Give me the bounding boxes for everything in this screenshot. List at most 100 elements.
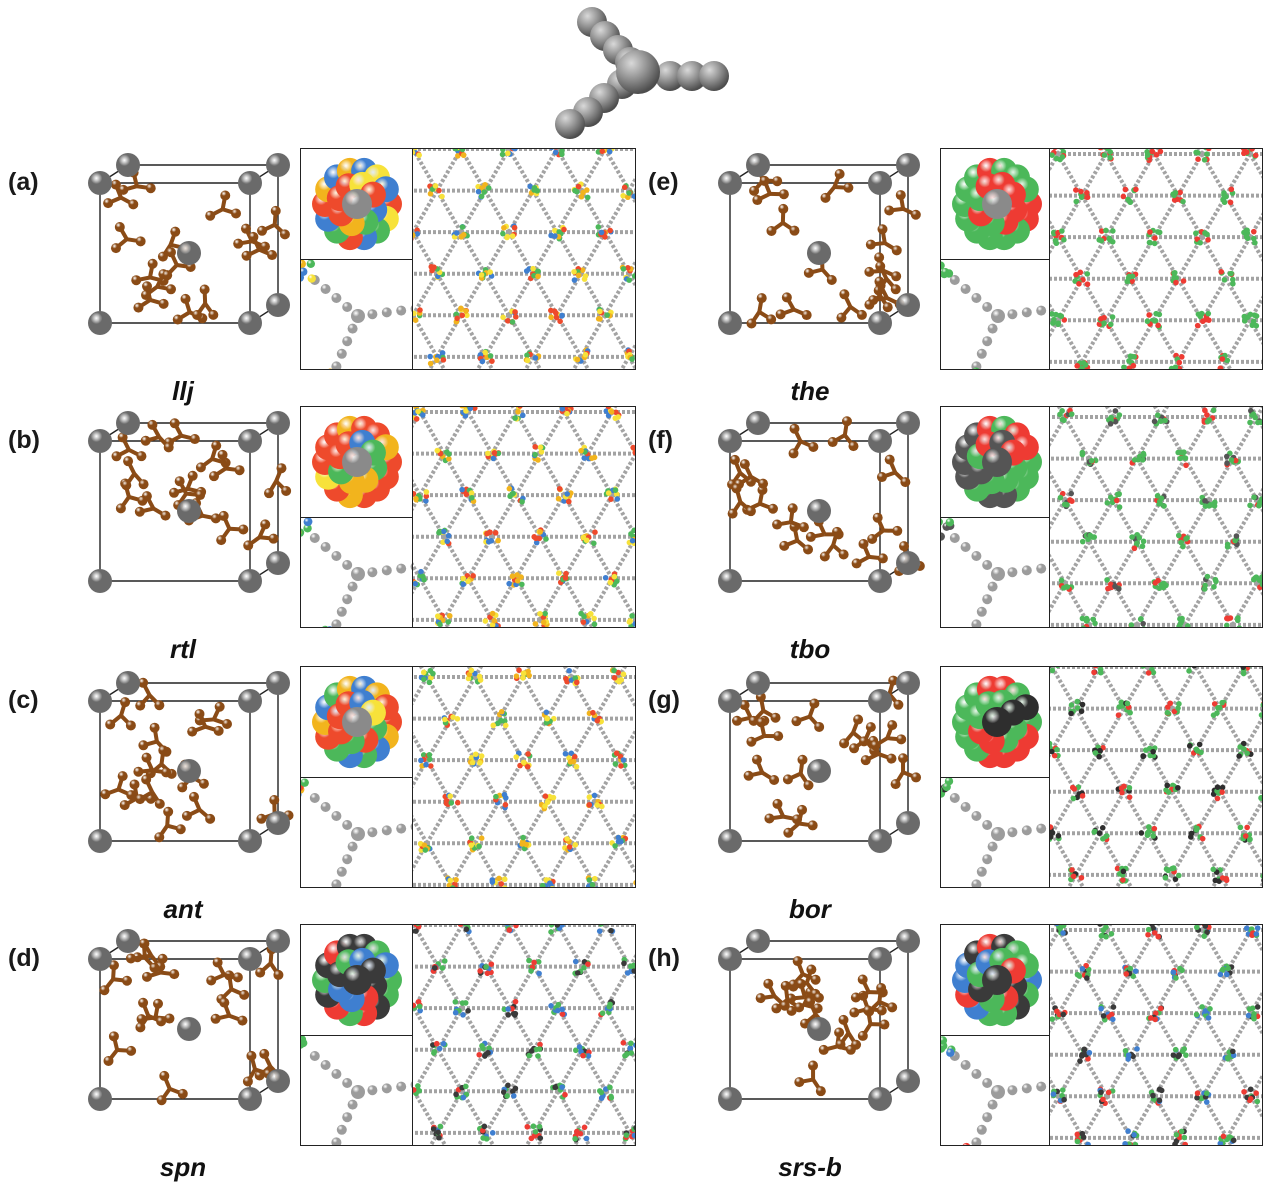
- framework-strut: [1233, 417, 1257, 459]
- framework-atom: [516, 667, 522, 673]
- framework-atom: [446, 456, 452, 462]
- framework-atom: [510, 233, 516, 239]
- framework-atom: [574, 189, 580, 195]
- framework-atom: [1127, 785, 1133, 791]
- framework-atom: [1172, 270, 1178, 276]
- framework-atom: [612, 574, 618, 580]
- linker-bead: [555, 109, 585, 139]
- framework-atom: [1073, 187, 1079, 193]
- framework-atom: [1157, 585, 1163, 591]
- framework-atom: [561, 227, 567, 233]
- framework-atom: [525, 764, 531, 770]
- linker-bead: [342, 594, 352, 604]
- framework-atom: [1108, 495, 1114, 501]
- linker-bead: [321, 802, 331, 812]
- framework-atom: [432, 965, 438, 971]
- linker-bead: [348, 582, 358, 592]
- framework-atom: [479, 835, 485, 841]
- framework-atom: [1217, 705, 1223, 711]
- framework-atom: [572, 754, 578, 760]
- metal-cluster: [312, 676, 402, 768]
- framework-atom: [1157, 312, 1163, 318]
- framework-atom: [541, 887, 547, 888]
- framework-atom: [1129, 354, 1135, 360]
- framework-atom: [519, 499, 525, 505]
- framework-atom: [548, 929, 554, 935]
- framework-atom: [490, 723, 496, 729]
- framework-atom: [582, 1125, 588, 1131]
- framework-atom: [417, 1004, 423, 1010]
- framework-atom: [1155, 412, 1161, 418]
- framework-strut: [1226, 320, 1250, 362]
- linker-bead: [982, 336, 992, 346]
- framework-atom: [434, 1041, 440, 1047]
- framework-strut: [1076, 709, 1100, 751]
- framework-atom: [493, 794, 499, 800]
- framework-atom: [470, 573, 476, 579]
- framework-strut: [581, 191, 605, 233]
- linker-bead: [950, 793, 960, 803]
- framework-atom: [618, 839, 624, 845]
- framework-atom: [521, 760, 527, 766]
- framework-strut: [438, 925, 462, 967]
- linker-molecule: [301, 1036, 414, 1146]
- panel-label: (g): [648, 686, 680, 715]
- framework-view: [412, 148, 636, 370]
- framework-atom: [413, 317, 418, 323]
- framework-atom: [447, 613, 453, 619]
- linker-bead: [348, 324, 358, 334]
- framework-atom: [463, 308, 469, 314]
- topology-name: spn: [103, 1152, 263, 1183]
- framework-atom: [603, 575, 609, 581]
- framework-atom: [479, 193, 485, 199]
- framework-atom: [1056, 833, 1062, 839]
- linker-bead: [367, 827, 377, 837]
- framework-atom: [1152, 419, 1158, 425]
- framework-atom: [1251, 229, 1257, 235]
- framework-atom: [414, 416, 420, 422]
- framework-atom: [439, 194, 445, 200]
- linker-molecule: [301, 260, 414, 370]
- framework-atom: [460, 581, 466, 587]
- framework-atom: [1080, 702, 1086, 708]
- framework-atom: [469, 495, 475, 501]
- framework-atom: [556, 1002, 562, 1008]
- framework-strut: [1161, 459, 1185, 501]
- terminal-atom: [941, 532, 945, 540]
- framework-atom: [1181, 449, 1187, 455]
- panel-label: (f): [648, 426, 673, 455]
- framework-atom: [538, 1135, 544, 1141]
- framework-atom: [572, 277, 578, 283]
- terminal-atom: [301, 260, 306, 268]
- framework-atom: [543, 793, 549, 799]
- framework-view: [1049, 406, 1263, 628]
- framework-atom: [607, 1004, 613, 1010]
- framework-atom: [511, 1093, 517, 1099]
- framework-atom: [413, 491, 416, 497]
- framework-atom: [1059, 578, 1065, 584]
- framework-atom: [448, 800, 454, 806]
- framework-atom: [621, 961, 627, 967]
- linker-inset: [940, 517, 1054, 628]
- framework-atom: [564, 411, 570, 417]
- framework-atom: [416, 152, 422, 158]
- linker-core: [991, 827, 1005, 841]
- framework-atom: [495, 538, 501, 544]
- framework-atom: [480, 1046, 486, 1052]
- framework-atom: [1171, 193, 1177, 199]
- framework-atom: [1061, 585, 1067, 591]
- framework-atom: [1117, 504, 1123, 510]
- framework-atom: [1145, 318, 1151, 324]
- framework-atom: [571, 759, 577, 765]
- framework-atom: [532, 452, 538, 458]
- framework-atom: [513, 1086, 519, 1092]
- framework-atom: [576, 273, 582, 279]
- cluster-atom: [342, 707, 372, 737]
- framework-atom: [614, 750, 620, 756]
- linker-bead: [331, 879, 341, 888]
- framework-lattice: [413, 925, 636, 1146]
- linker-bead: [1007, 309, 1017, 319]
- framework-atom: [592, 876, 598, 882]
- framework-atom: [1178, 540, 1184, 546]
- cluster-atom: [342, 965, 372, 995]
